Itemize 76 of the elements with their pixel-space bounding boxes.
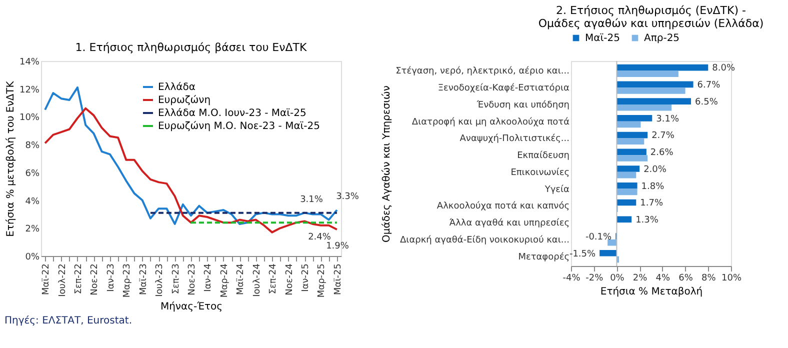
y-tick-label: Άλλα αγαθά και υπηρεσίες	[449, 218, 570, 229]
x-tick-label: Νοε-22	[90, 264, 100, 296]
x-axis-title: Ετήσια % Μεταβολή	[600, 286, 703, 298]
y-tick-label: 0%	[25, 252, 40, 262]
annotation: 3.1%	[300, 194, 324, 205]
y-tick-label: 10%	[19, 113, 40, 124]
x-tick-label: 8%	[702, 274, 716, 284]
x-tick-label: Ιουλ-24	[252, 263, 262, 297]
legend-label: Ελλάδα	[158, 82, 196, 93]
x-tick-label: 10%	[721, 274, 742, 284]
data-label: -1.5%	[569, 249, 596, 260]
x-tick-label: Σεπ-22	[74, 264, 84, 294]
y-tick-label: Υγεία	[544, 184, 570, 195]
y-tick-label: 14%	[19, 58, 40, 68]
chart-title: 1. Ετήσιος πληθωρισμός βάσει του ΕνΔΤΚ	[75, 41, 308, 54]
data-label: 2.7%	[652, 131, 675, 142]
y-axis-title: Ομάδες Αγαθών και Υπηρεσιών	[382, 85, 393, 242]
x-tick-label: Ιαν-25	[301, 264, 312, 292]
y-tick-label: Διαρκή αγαθά-Είδη νοικοκυριού και...	[400, 234, 570, 246]
x-tick-label: 2%	[632, 274, 648, 284]
x-tick-label: -2%	[586, 274, 604, 284]
x-tick-label: Μαρ-24	[220, 263, 230, 298]
x-tick-label: Νοε-24	[284, 263, 295, 296]
x-axis-title: Μήνας-Έτος	[160, 302, 223, 313]
y-tick-label: 8%	[25, 141, 40, 152]
legend-label: Ευρωζώνη	[158, 95, 211, 106]
y-tick-label: Αλκοολούχα ποτά και καπνός	[436, 200, 570, 212]
y-axis-title: Ετήσια % μεταβολή του ΕνΔΤΚ	[5, 80, 16, 237]
data-label: 6.7%	[697, 80, 721, 91]
legend-label: Ελλάδα Μ.Ο. Ιουν-23 - Μαϊ-25	[158, 108, 306, 119]
x-tick-label: Μαρ-23	[122, 264, 133, 298]
text: Πηγές: ΕΛΣΤΑΤ, Eurostat.	[4, 316, 132, 327]
annotation: 2.4%	[308, 232, 332, 243]
data-label: 2.6%	[650, 148, 674, 158]
legend-label: Απρ-25	[644, 33, 680, 44]
legend-label: Μαϊ-25	[585, 33, 620, 44]
x-tick-label: 4%	[656, 274, 671, 284]
y-tick-label: Επικοινωνίες	[510, 166, 570, 178]
data-label: 8.0%	[712, 64, 736, 74]
x-tick-label: 0%	[610, 274, 625, 284]
x-tick-label: Μαρ-25	[317, 264, 328, 298]
x-tick-label: Σεπ-24	[268, 263, 279, 294]
y-tick-label: 4%	[25, 196, 40, 207]
y-tick-label: Ξενοδοχεία-Καφέ-Εστιατόρια	[438, 82, 570, 94]
data-label: 1.7%	[640, 198, 664, 209]
chart-title: 2. Ετήσιος πληθωρισμός (ΕνΔΤΚ) - Ομάδες αγαθών και υπηρεσιών (Ελλάδα)	[538, 4, 764, 30]
y-tick-label: Μεταφορές	[518, 251, 570, 262]
y-tick-label: 12%	[19, 85, 40, 96]
data-label: 3.1%	[656, 114, 680, 124]
x-tick-label: Ιουλ-22	[58, 264, 68, 297]
annotation: 3.3%	[336, 192, 360, 202]
data-label: 1.3%	[636, 216, 659, 226]
x-tick-label: Μαϊ-23	[138, 264, 149, 295]
x-tick-label: Νοε-23	[188, 264, 198, 296]
data-label: 1.8%	[641, 182, 665, 192]
data-label: 6.5%	[695, 97, 718, 108]
x-tick-label: -4%	[562, 274, 581, 284]
y-tick-label: Αναψυχή-Πολιτιστικές...	[460, 133, 570, 144]
x-tick-label: Μαϊ-25	[333, 264, 344, 295]
y-tick-label: Εκπαίδευση	[517, 150, 570, 162]
x-tick-label: Μαϊ-22	[42, 264, 52, 295]
data-label: 2.0%	[644, 164, 667, 175]
x-tick-label: 6%	[678, 274, 694, 284]
y-tick-label: 6%	[25, 168, 40, 179]
x-tick-label: Σεπ-23	[171, 264, 182, 294]
y-tick-label: Διατροφή και μη αλκοολούχα ποτά	[412, 116, 570, 128]
x-tick-label: Ιαν-23	[106, 264, 116, 292]
annotation: 1.9%	[326, 242, 350, 252]
x-tick-label: Μαϊ-24	[236, 263, 246, 295]
data-label: -0.1%	[585, 232, 612, 242]
y-tick-label: Στέγαση, νερό, ηλεκτρικό, αέριο και...	[396, 66, 570, 77]
x-tick-label: Ιαν-24	[204, 263, 214, 292]
x-tick-label: Ιουλ-23	[155, 264, 166, 297]
legend-label: Ευρωζώνη Μ.Ο. Νοε-23 - Μαϊ-25	[158, 121, 320, 132]
y-tick-label: 2%	[25, 224, 40, 235]
y-tick-label: Ένδυση και υπόδηση	[476, 99, 570, 110]
